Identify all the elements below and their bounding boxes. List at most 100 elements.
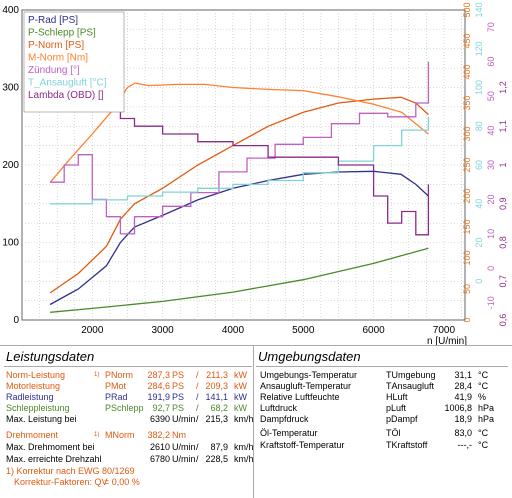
ambient-symbol-sub: Luft (392, 392, 408, 402)
ambient-label: Relative Luftfeuchte (260, 392, 340, 402)
torque-row: Drehmoment 1) M Norm 382,2 Nm (4, 430, 252, 441)
power-unit: PS (172, 370, 185, 380)
y-left-tick-label: 300 (2, 83, 19, 94)
power-value: 6390 (149, 414, 170, 424)
series-line-1 (50, 247, 429, 313)
separator: / (196, 381, 199, 391)
ambient-value: 31,1 (454, 370, 472, 380)
torque-label: Max. erreichte Drehzahl (6, 454, 102, 464)
footnote-ref: 1) (94, 432, 100, 438)
torque-label: Drehmoment (6, 430, 59, 440)
power-symbol-sub: Schlepp (111, 403, 144, 413)
ambient-symbol-sub: Öl (391, 428, 401, 438)
panel-rule (4, 366, 252, 367)
ambient-symbol-sub: Ansaugluft (391, 381, 435, 391)
torque-row: Max. Drehmoment bei 2610 U/min/ 87,9 km/h (4, 442, 254, 453)
torque-value: 6780 (149, 454, 170, 464)
y-right-nm-tick-label: 300 (462, 126, 472, 141)
torque-value-2: 228,5 (205, 454, 228, 464)
power-symbol: P Schlepp (105, 403, 144, 413)
legend-entry: P-Rad [PS] (28, 15, 78, 26)
y-left-tick-label: 200 (2, 160, 19, 171)
correction-factor-value: = 0,00 % (101, 477, 140, 487)
power-value-2: 68,2 (210, 403, 228, 413)
ambient-symbol-sub: Luft (391, 403, 407, 413)
legend-entry: M-Norm [Nm] (28, 53, 88, 64)
ambient-value: 1006,8 (444, 403, 472, 413)
ambient-label: Dampfdruck (260, 414, 309, 424)
y-right-temp-tick-label: 20 (474, 237, 484, 247)
ambient-unit: °C (478, 440, 489, 450)
power-row: Norm-Leistung 1) P Norm 287,3 PS / 211,3 kW (4, 370, 252, 381)
y-right-ign-tick-label: 50 (486, 91, 496, 101)
y-right-lambda-tick-label: 0,9 (498, 197, 508, 210)
power-value-2: 141,1 (205, 392, 228, 402)
legend-entry: P-Schlepp [PS] (28, 28, 96, 39)
separator: / (196, 454, 199, 464)
ambient-symbol-sub: Kraftstoff (391, 440, 428, 450)
ambient-value: 83,0 (454, 428, 472, 438)
y-right-ign-tick-label: 60 (486, 57, 496, 67)
torque-unit: U/min (172, 442, 196, 452)
power-row: Max. Leistung bei 6390 U/min/ 215,3 km/h (4, 414, 254, 425)
performance-data-title: Leistungsdaten (6, 349, 95, 364)
panel-divider (253, 346, 254, 498)
y-right-nm-tick-label: 150 (462, 219, 472, 234)
y-right-temp-tick-label: 140 (474, 2, 484, 17)
ambient-symbol: T Kraftstoff (386, 440, 428, 450)
power-value: 287,3 (147, 370, 170, 380)
ambient-value: 28,4 (454, 381, 472, 391)
ambient-label: Öl-Temperatur (260, 428, 318, 438)
torque-value-2: 87,9 (210, 442, 228, 452)
power-symbol: P Norm (105, 370, 134, 380)
y-right-nm-tick-label: 100 (462, 250, 472, 265)
ambient-row: Öl-Temperatur T Öl 83,0 °C (256, 428, 508, 439)
series-line-4 (50, 61, 430, 235)
y-right-lambda-tick-label: 1 (498, 162, 508, 167)
panel-top-rule (0, 345, 512, 346)
y-left-tick-label: 0 (13, 315, 19, 326)
power-label: Max. Leistung bei (6, 414, 77, 424)
y-right-temp-tick-label: 120 (474, 41, 484, 56)
y-right-lambda-tick-label: 0,6 (498, 314, 508, 327)
ambient-data-panel: Umgebungsdaten Umgebungs-Temperatur T Umge… (256, 346, 508, 498)
ambient-label: Umgebungs-Temperatur (260, 370, 358, 380)
ambient-value: 41,9 (454, 392, 472, 402)
y-right-temp-tick-label: 40 (474, 199, 484, 209)
ambient-value: ---,- (457, 440, 473, 450)
ambient-symbol-sub: Umgebung (391, 370, 436, 380)
power-label: Schleppleistung (6, 403, 70, 413)
x-tick-label: 4000 (222, 325, 245, 336)
x-tick-label: 2000 (81, 325, 104, 336)
y-right-temp-tick-label: 0 (474, 279, 484, 284)
power-symbol: P Rad (105, 392, 128, 402)
y-right-temp-tick-label: 80 (474, 121, 484, 131)
y-right-lambda-tick-label: 1,1 (498, 120, 508, 133)
legend-entry: T_Ansaugluft [°C] (28, 78, 107, 89)
y-right-nm-tick-label: 200 (462, 188, 472, 203)
ambient-row: Umgebungs-Temperatur T Umgebung 31,1 °C (256, 370, 508, 381)
separator: / (196, 442, 199, 452)
ambient-unit: °C (478, 370, 489, 380)
torque-label: Max. Drehmoment bei (6, 442, 95, 452)
torque-row: Max. erreichte Drehzahl 6780 U/min/ 228,5 km… (4, 454, 254, 465)
power-unit-2: kW (234, 370, 247, 380)
x-axis-label: n [U/min] (427, 336, 467, 346)
y-right-nm-tick-label: 350 (462, 95, 472, 110)
footnote-1: 1) Korrektur nach EWG 80/1269 (4, 466, 252, 477)
legend-box (23, 11, 125, 113)
performance-data-panel: Leistungsdaten Norm-Leistung 1) P Norm 287,3… (4, 346, 254, 498)
y-right-temp-tick-label: 100 (474, 80, 484, 95)
torque-value: 382,2 (147, 430, 170, 440)
power-row: Radleistung P Rad 191,9 PS / 141,1 kW (4, 392, 252, 403)
power-label: Radleistung (6, 392, 54, 402)
power-row: Motorleistung P Mot 284,6 PS / 209,3 kW (4, 381, 252, 392)
ambient-value: 18,9 (454, 414, 472, 424)
power-unit: PS (172, 403, 185, 413)
torque-unit-2: km/h (234, 454, 254, 464)
ambient-data-title: Umgebungsdaten (258, 349, 361, 364)
ambient-unit: °C (478, 428, 489, 438)
ambient-unit: hPa (478, 403, 495, 413)
